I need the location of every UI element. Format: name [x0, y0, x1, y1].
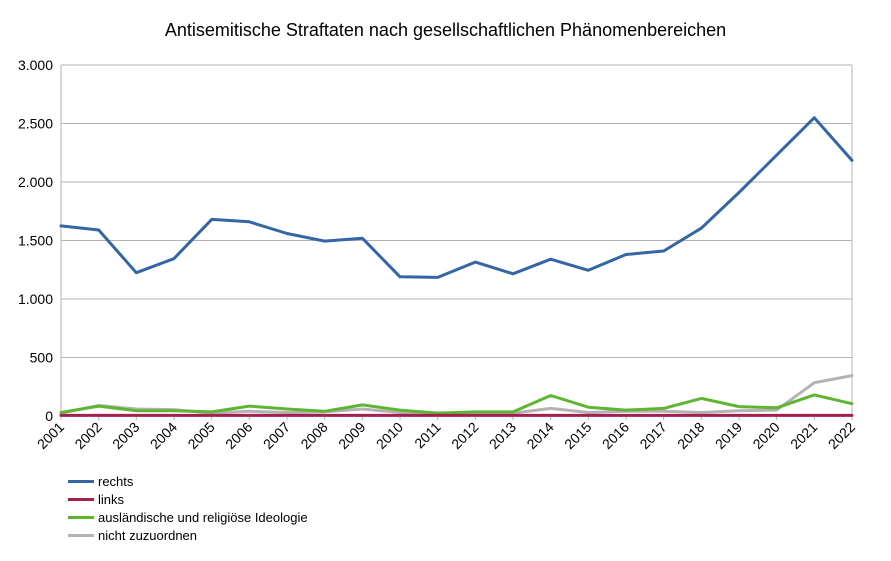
x-tick-label: 2010 — [373, 419, 406, 452]
legend-item: rechts — [68, 472, 308, 490]
legend-item: nicht zuzuordnen — [68, 526, 308, 544]
legend-label: rechts — [98, 473, 134, 489]
chart-title: Antisemitische Straftaten nach gesellsch… — [164, 20, 727, 40]
x-tick-label: 2004 — [147, 419, 180, 452]
x-tick-label: 2006 — [222, 419, 255, 452]
legend-swatch — [68, 533, 94, 537]
x-tick-label: 2017 — [636, 419, 669, 452]
y-tick-label: 3.000 — [18, 57, 53, 73]
x-tick-label: 2009 — [335, 419, 368, 452]
legend-item: ausländische und religiöse Ideologie — [68, 508, 308, 526]
x-tick-label: 2002 — [71, 419, 104, 452]
x-tick-label: 2008 — [297, 419, 330, 452]
x-tick-label: 2016 — [599, 419, 632, 452]
x-tick-label: 2022 — [825, 419, 858, 452]
legend-label: links — [98, 491, 125, 507]
series-line-ausländische-und-religiöse-ideologie — [59, 393, 854, 415]
legend-label: ausländische und religiöse Ideologie — [98, 509, 308, 525]
x-tick-label: 2012 — [448, 419, 481, 452]
y-tick-label: 0 — [45, 408, 53, 424]
legend-item: links — [68, 490, 308, 508]
y-tick-label: 2.000 — [18, 174, 53, 190]
legend-swatch — [68, 515, 94, 519]
legend-swatch — [68, 479, 94, 483]
y-tick-label: 1.500 — [18, 233, 53, 249]
series-line-rechts — [59, 116, 854, 279]
x-tick-label: 2014 — [523, 419, 556, 452]
y-tick-label: 500 — [30, 350, 54, 366]
x-tick-label: 2019 — [712, 419, 745, 452]
x-tick-label: 2013 — [486, 419, 519, 452]
x-tick-label: 2021 — [787, 419, 820, 452]
x-tick-label: 2011 — [411, 419, 444, 452]
legend: rechts links ausländische und religiöse Id… — [68, 472, 308, 544]
legend-swatch — [68, 497, 94, 501]
x-tick-label: 2005 — [184, 419, 217, 452]
x-tick-label: 2003 — [109, 419, 142, 452]
x-tick-label: 2018 — [674, 419, 707, 452]
x-tick-label: 2007 — [260, 419, 293, 452]
x-tick-label: 2015 — [561, 419, 594, 452]
y-tick-label: 2.500 — [18, 116, 53, 132]
series-line-nicht-zuzuordnen — [59, 374, 854, 416]
legend-label: nicht zuzuordnen — [98, 527, 198, 543]
x-tick-label: 2020 — [749, 419, 782, 452]
y-tick-label: 1.000 — [18, 291, 53, 307]
x-tick-label: 2001 — [34, 419, 67, 452]
